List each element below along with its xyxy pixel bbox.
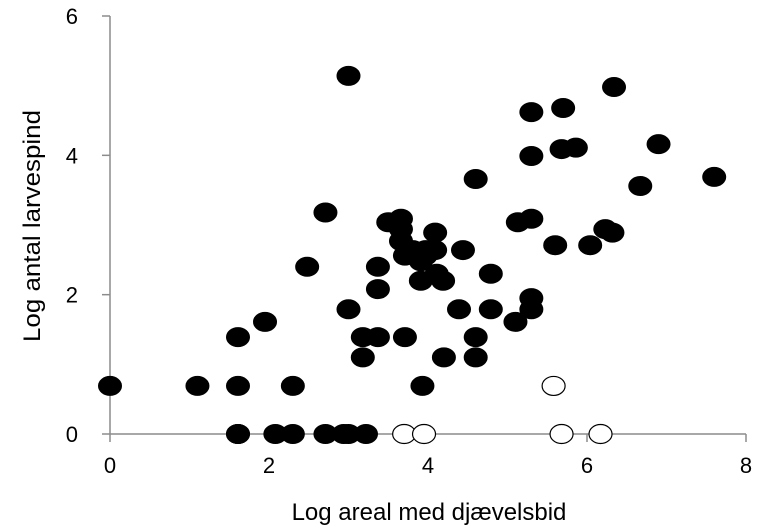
data-point-filled [551,97,576,118]
data-point-filled [280,424,305,444]
data-point-filled [98,375,122,396]
data-point-filled [336,299,361,320]
data-point-filled [543,235,568,256]
data-point-filled [578,235,603,256]
data-point-filled [519,288,544,309]
data-point-filled [519,102,544,123]
data-point-filled [225,424,250,444]
data-point-filled [563,137,588,158]
data-point-filled [431,270,456,291]
data-point-filled [185,375,210,396]
data-point-filled [463,347,488,368]
data-points [98,65,727,445]
data-point-open [549,423,574,445]
data-point-filled [313,202,338,223]
data-point-filled [646,134,671,155]
data-point-filled [365,327,390,348]
data-point-filled [702,166,727,187]
data-point-filled [365,279,390,300]
data-point-filled [519,146,544,167]
x-tick-label: 2 [263,453,275,478]
y-tick-label: 0 [66,422,78,447]
data-point-filled [503,311,528,332]
data-point-filled [519,208,544,229]
y-axis-title: Log antal larvespind [19,110,46,342]
x-axis-title: Log areal med djævelsbid [292,499,567,526]
data-point-filled [478,263,503,284]
data-point-filled [628,175,653,196]
x-tick-label: 4 [422,453,434,478]
data-point-filled [295,256,320,277]
data-point-filled [463,169,488,190]
data-point-filled [253,311,278,332]
data-point-filled [392,327,417,348]
data-point-filled [463,327,488,348]
x-tick-label: 0 [104,453,116,478]
data-point-filled [353,424,378,444]
data-point-open [411,423,437,445]
data-point-open [541,375,566,397]
data-point-filled [423,222,448,243]
x-tick-label: 6 [581,453,593,478]
y-tick-label: 2 [66,283,78,308]
tick-labels: 0 2 4 6 8 0 2 4 6 [66,4,752,478]
x-tick-label: 8 [740,453,752,478]
data-point-filled [602,77,627,98]
y-tick-label: 4 [66,143,78,168]
data-point-filled [478,299,503,320]
data-point-filled [336,65,361,86]
data-point-filled [450,240,475,261]
data-point-filled [423,240,448,261]
data-point-filled [431,347,456,368]
data-point-filled [600,222,625,243]
data-point-filled [447,299,472,320]
data-point-filled [365,256,390,277]
data-point-open [588,423,613,445]
y-tick-label: 6 [66,4,78,29]
data-point-filled [410,375,435,396]
data-point-filled [225,327,250,348]
data-point-filled [350,347,375,368]
data-point-filled [225,375,250,396]
data-point-filled [280,375,305,396]
